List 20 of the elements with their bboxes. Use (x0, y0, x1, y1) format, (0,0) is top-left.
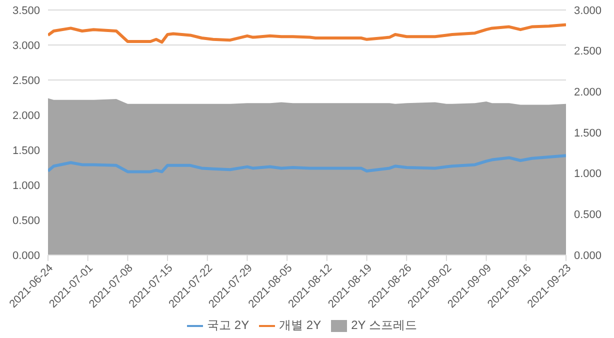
line-series (48, 154, 566, 174)
y2-tick-label: 0.000 (574, 250, 602, 262)
y2-tick-label: 2.500 (574, 46, 602, 58)
legend-label: 2Y 스프레드 (351, 318, 417, 332)
y-tick-label: 1.500 (12, 144, 40, 157)
y2-tick-label: 0.500 (574, 209, 602, 222)
y-tick-label: 2.500 (12, 74, 40, 87)
y-tick-label: 0.000 (12, 250, 40, 262)
legend-label: 국고 2Y (207, 318, 250, 332)
y-tick-label: 0.500 (12, 214, 40, 227)
y2-tick-label: 3.000 (574, 4, 602, 17)
y-tick-label: 3.500 (12, 4, 40, 17)
line-series (48, 23, 566, 44)
legend-label: 개별 2Y (279, 318, 322, 332)
y-tick-label: 2.000 (12, 110, 40, 122)
y2-tick-label: 1.500 (574, 127, 602, 140)
y-tick-label: 3.000 (12, 40, 40, 52)
y-tick-label: 1.000 (12, 180, 40, 192)
y2-tick-label: 2.000 (574, 86, 602, 99)
y2-tick-label: 1.000 (574, 168, 602, 180)
